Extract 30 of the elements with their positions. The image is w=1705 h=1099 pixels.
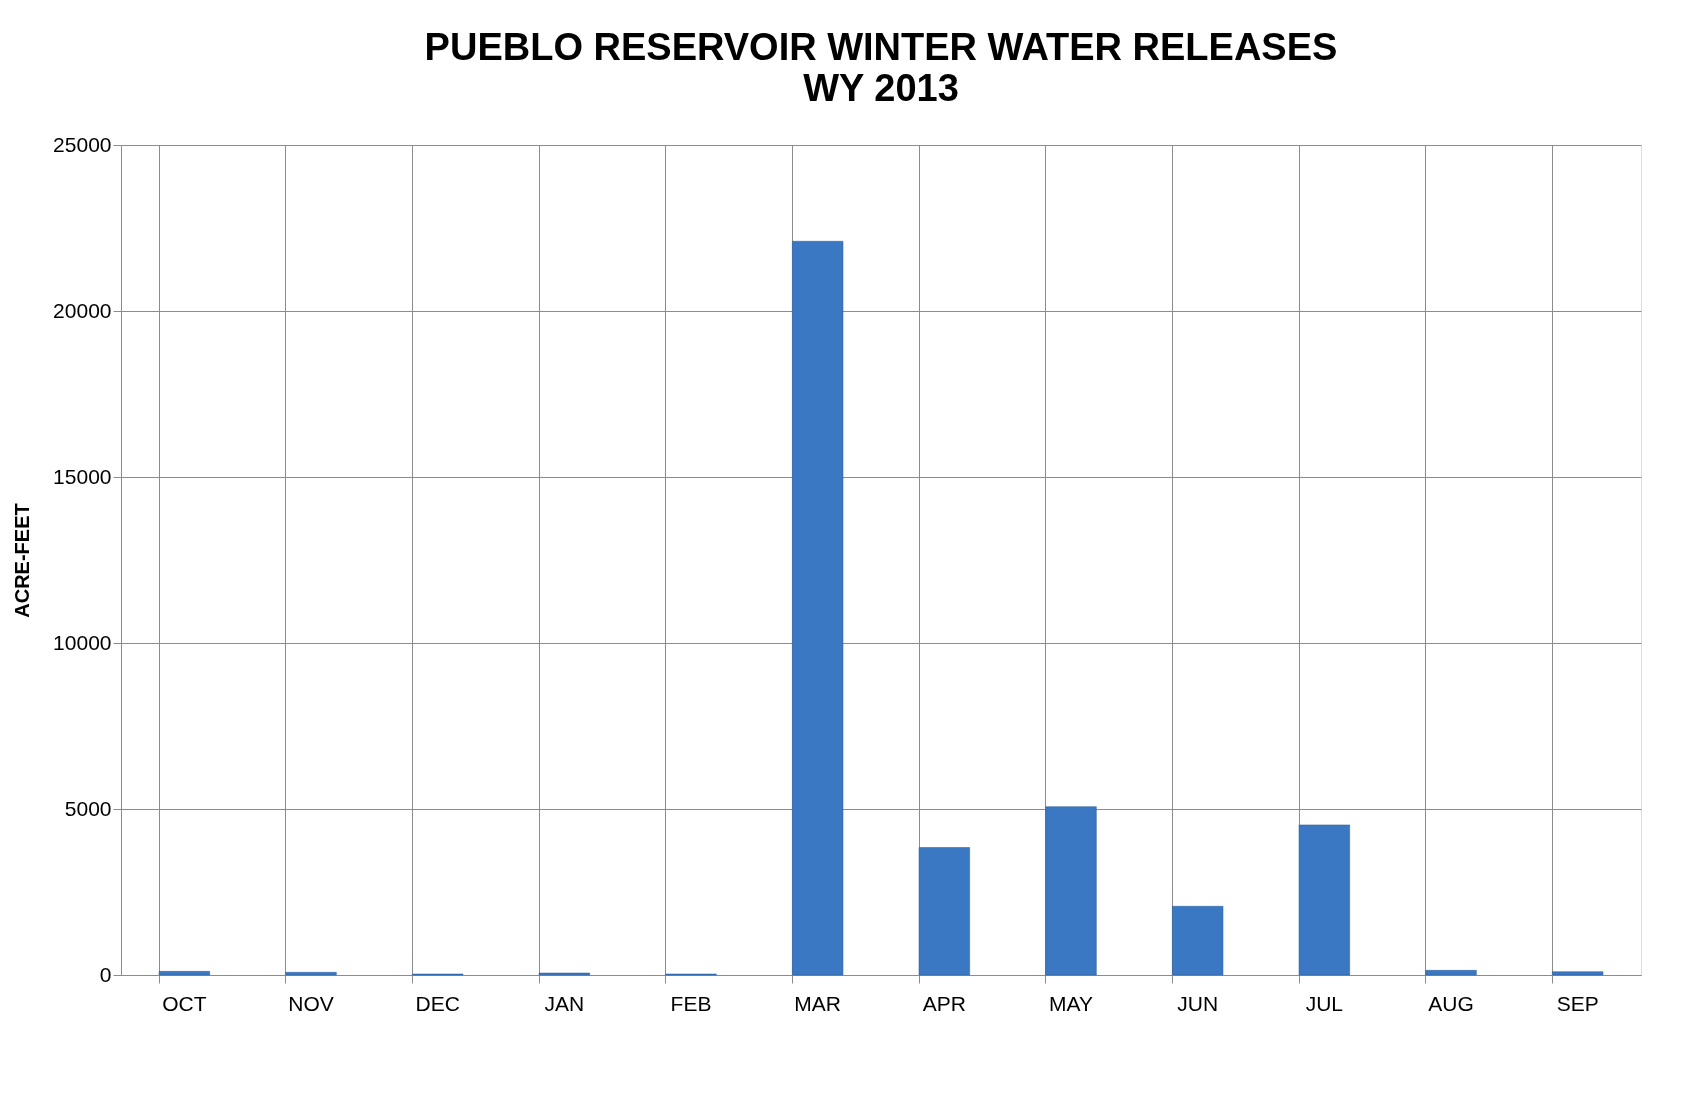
y-tick-label: 15000 <box>53 464 112 488</box>
bar <box>918 847 970 976</box>
x-tick-label: JUL <box>1305 991 1344 1015</box>
x-tick-label: MAR <box>794 991 841 1015</box>
y-tick-label: 25000 <box>53 132 112 156</box>
y-tick-label: 5000 <box>64 796 112 820</box>
x-tick-label: FEB <box>670 991 712 1015</box>
y-axis-title: ACRE-FEET <box>11 503 34 618</box>
chart-subtitle: WY 2013 <box>803 67 959 109</box>
bar <box>1425 970 1477 976</box>
bar <box>1045 806 1097 976</box>
x-tick-label: APR <box>922 991 966 1015</box>
x-tick-label: JAN <box>544 991 585 1015</box>
bar <box>1298 824 1350 976</box>
y-tick-label: 10000 <box>53 630 112 654</box>
x-tick-label: SEP <box>1556 991 1599 1015</box>
x-tick-label: NOV <box>288 991 334 1015</box>
bar <box>285 972 337 976</box>
x-tick-label: DEC <box>415 991 460 1015</box>
x-tick-label: OCT <box>162 991 207 1015</box>
x-tick-label: JUN <box>1177 991 1219 1015</box>
bar <box>1172 906 1224 976</box>
chart-title: PUEBLO RESERVOIR WINTER WATER RELEASES <box>424 26 1338 68</box>
y-tick-label: 20000 <box>53 298 112 322</box>
bar <box>158 971 210 976</box>
bar <box>1552 971 1604 976</box>
x-tick-label: AUG <box>1428 991 1474 1015</box>
y-tick-label: 0 <box>99 962 112 986</box>
x-tick-label: MAY <box>1049 991 1093 1015</box>
bar <box>792 241 844 976</box>
